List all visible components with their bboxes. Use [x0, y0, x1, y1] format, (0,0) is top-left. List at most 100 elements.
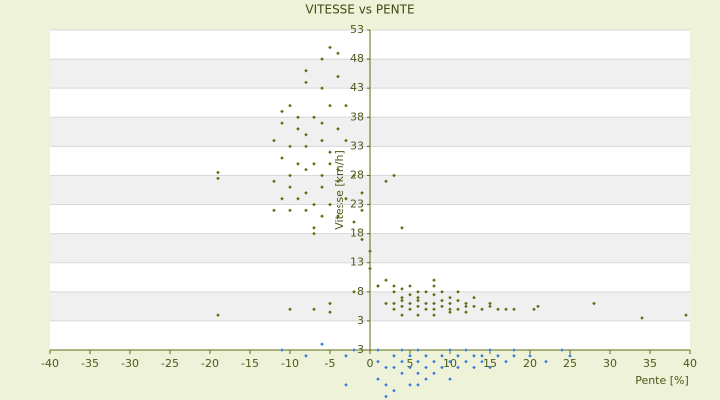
point	[424, 307, 428, 312]
point	[360, 191, 364, 195]
point	[288, 307, 292, 312]
y-tick-label: 48	[350, 52, 364, 65]
point	[560, 348, 564, 352]
point	[456, 354, 460, 358]
x-tick-label: 20	[523, 357, 537, 370]
point	[384, 301, 388, 306]
point	[304, 80, 308, 85]
point	[304, 208, 308, 213]
point	[392, 284, 396, 288]
point	[480, 354, 484, 358]
point	[504, 359, 508, 364]
point	[536, 304, 540, 309]
point	[432, 313, 436, 317]
point	[328, 202, 332, 207]
point	[304, 132, 308, 137]
point	[472, 304, 476, 309]
point	[336, 179, 340, 184]
point	[384, 179, 388, 184]
point	[376, 377, 380, 381]
point	[400, 304, 404, 309]
x-tick-label: 15	[483, 357, 497, 370]
point	[352, 348, 356, 352]
point	[392, 388, 396, 393]
point	[304, 144, 308, 149]
point	[392, 354, 396, 358]
point	[384, 278, 388, 282]
point	[336, 51, 340, 56]
x-tick-label: -20	[201, 357, 219, 370]
point	[488, 301, 492, 306]
point	[320, 214, 324, 218]
point	[296, 196, 300, 201]
y-tick-label: 43	[350, 81, 364, 94]
point	[568, 354, 572, 358]
point	[352, 220, 356, 224]
point	[392, 301, 396, 306]
chart-title: VITESSE vs PENTE	[305, 3, 414, 17]
point	[456, 365, 460, 370]
point	[312, 115, 316, 120]
point	[424, 290, 428, 294]
point	[344, 196, 348, 201]
point	[336, 167, 340, 172]
point	[472, 354, 476, 358]
point	[296, 127, 300, 131]
point	[328, 162, 332, 166]
point	[320, 86, 324, 90]
point	[464, 301, 468, 306]
point	[272, 138, 276, 143]
point	[320, 342, 324, 346]
point	[304, 354, 308, 358]
point	[424, 354, 428, 358]
point	[352, 173, 356, 178]
point	[464, 348, 468, 352]
point	[512, 307, 516, 312]
x-axis-label: Pente [%]	[635, 374, 689, 387]
x-tick-label: -30	[121, 357, 139, 370]
point	[384, 394, 388, 399]
point	[472, 365, 476, 370]
point	[312, 307, 316, 312]
x-tick-label: -25	[161, 357, 179, 370]
x-tick-label: 25	[563, 357, 577, 370]
point	[352, 290, 356, 294]
x-tick-label: 30	[603, 357, 617, 370]
point	[344, 354, 348, 358]
point	[392, 173, 396, 178]
point	[376, 359, 380, 364]
point	[384, 365, 388, 370]
y-tick-label: 33	[350, 139, 364, 152]
point	[368, 266, 372, 271]
point	[440, 365, 444, 370]
y-tick-label: 53	[350, 23, 364, 36]
point	[304, 191, 308, 195]
point	[496, 354, 500, 358]
point	[328, 103, 332, 108]
x-tick-label: -10	[281, 357, 299, 370]
point	[320, 138, 324, 143]
point	[400, 295, 404, 300]
x-tick-label: -35	[81, 357, 99, 370]
x-tick-label: 40	[683, 357, 697, 370]
point	[312, 202, 316, 207]
point	[432, 371, 436, 376]
point	[280, 156, 284, 160]
point	[288, 103, 292, 108]
point	[448, 301, 452, 306]
x-tick-label: 5	[407, 357, 414, 370]
point	[448, 348, 452, 352]
point	[408, 365, 412, 370]
point	[320, 185, 324, 189]
y-tick-label: 28	[350, 168, 364, 181]
point	[328, 310, 332, 314]
point	[376, 284, 380, 288]
point	[400, 359, 404, 364]
point	[280, 109, 284, 114]
point	[440, 304, 444, 309]
y-tick-label: 3	[357, 314, 364, 327]
point	[360, 237, 364, 242]
point	[432, 301, 436, 306]
point	[640, 316, 644, 320]
